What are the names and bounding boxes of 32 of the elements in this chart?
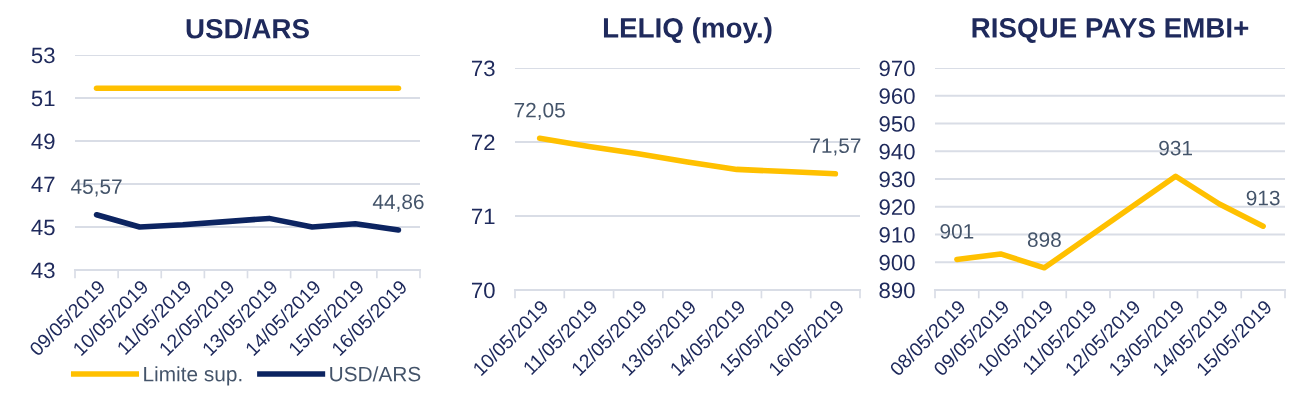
chart-title: RISQUE PAYS EMBI+ xyxy=(972,18,1249,43)
y-tick-label: 43 xyxy=(31,262,55,279)
y-tick-label: 72 xyxy=(471,134,495,151)
y-tick-label: 47 xyxy=(31,176,55,193)
y-tick-label: 70 xyxy=(471,282,495,299)
y-tick-label: 970 xyxy=(879,60,915,77)
y-tick-label: 920 xyxy=(879,199,915,216)
data-label: 44,86 xyxy=(372,194,424,212)
legend-label: Limite sup. xyxy=(144,366,242,386)
y-tick-label: 940 xyxy=(879,143,915,160)
y-tick-label: 960 xyxy=(879,88,915,105)
y-tick-label: 49 xyxy=(31,133,55,150)
data-label: 898 xyxy=(1027,232,1061,248)
data-label: 72,05 xyxy=(514,102,565,120)
y-tick-label: 73 xyxy=(471,60,495,77)
y-tick-label: 71 xyxy=(471,208,495,225)
y-tick-label: 45 xyxy=(31,219,55,236)
y-tick-label: 53 xyxy=(31,47,55,64)
data-label: 901 xyxy=(940,223,974,239)
data-label: 71,57 xyxy=(810,138,861,156)
data-label: 931 xyxy=(1159,140,1192,156)
data-label: 913 xyxy=(1246,190,1280,206)
y-tick-label: 930 xyxy=(879,171,915,188)
y-tick-label: 890 xyxy=(879,282,915,299)
y-tick-label: 910 xyxy=(879,227,915,243)
chart-title: USD/ARS xyxy=(186,18,309,39)
y-tick-label: 950 xyxy=(879,116,915,132)
y-tick-label: 900 xyxy=(879,254,915,271)
y-tick-label: 51 xyxy=(31,90,55,107)
chart-title: LELIQ (moy.) xyxy=(603,17,772,44)
legend-label: USD/ARS xyxy=(330,366,421,382)
data-label: 45,57 xyxy=(70,179,122,197)
